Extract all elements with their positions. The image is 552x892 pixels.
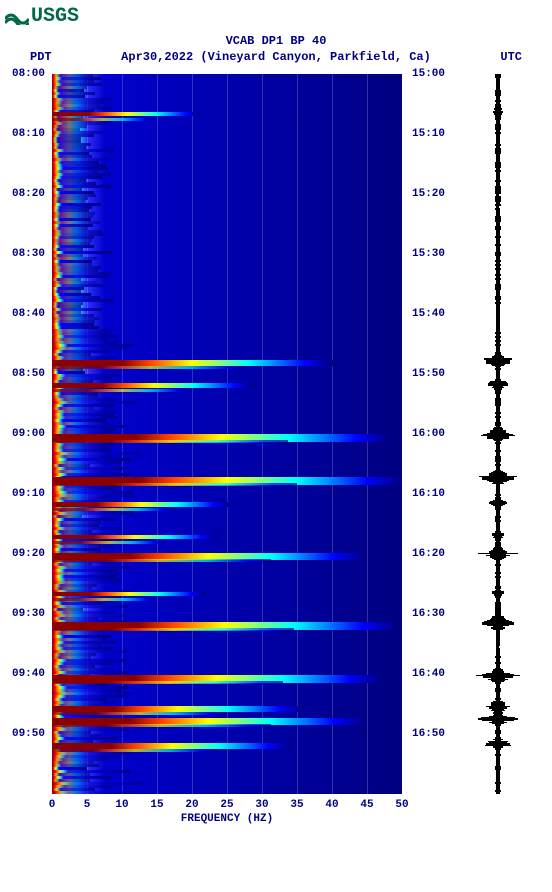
x-tick: 45	[360, 799, 373, 811]
y-left-tick: 09:00	[0, 428, 45, 440]
y-left-tick: 09:10	[0, 488, 45, 500]
x-tick: 50	[395, 799, 408, 811]
x-tick: 5	[84, 799, 91, 811]
spectrogram-event	[52, 535, 218, 539]
x-tick: 25	[220, 799, 233, 811]
seismogram	[455, 74, 545, 794]
seismogram-burst	[495, 724, 500, 726]
date-line: Apr30,2022 (Vineyard Canyon, Parkfield, …	[121, 50, 431, 64]
plot-title: VCAB DP1 BP 40	[0, 33, 552, 50]
x-tick: 30	[255, 799, 268, 811]
y-left-tick: 09:40	[0, 668, 45, 680]
seismogram-burst	[492, 681, 503, 683]
x-tick: 40	[325, 799, 338, 811]
y-right-tick: 15:30	[412, 248, 452, 260]
y-left-tick: 08:40	[0, 308, 45, 320]
y-left-tick: 08:00	[0, 68, 45, 80]
y-right-tick: 16:20	[412, 548, 452, 560]
x-tick: 10	[115, 799, 128, 811]
y-left-tick: 09:20	[0, 548, 45, 560]
plot-area: 08:00 08:10 08:20 08:30 08:40 08:50 09:00 09:10…	[0, 64, 552, 824]
spectrogram-event	[52, 743, 292, 749]
y-left-tick: 08:50	[0, 368, 45, 380]
wave-icon	[5, 9, 29, 25]
spectrogram-event	[52, 383, 255, 388]
x-tick: 20	[185, 799, 198, 811]
y-right-tick: 15:10	[412, 128, 452, 140]
y-right-tick: 15:40	[412, 308, 452, 320]
spectrogram-event	[52, 502, 231, 507]
seismogram-burst	[496, 598, 500, 600]
spectrogram-event	[52, 112, 201, 116]
seismogram-burst	[496, 118, 500, 120]
seismogram-burst	[492, 483, 504, 485]
y-right-tick: 15:00	[412, 68, 452, 80]
seismogram-burst	[495, 366, 502, 368]
seismogram-burst	[494, 440, 502, 442]
y-left-tick: 08:20	[0, 188, 45, 200]
left-timezone: PDT	[30, 50, 52, 64]
y-right-tick: 16:00	[412, 428, 452, 440]
y-right-tick: 16:30	[412, 608, 452, 620]
x-tick: 0	[49, 799, 56, 811]
x-tick: 15	[150, 799, 163, 811]
spectrogram	[52, 74, 402, 794]
seismogram-burst	[495, 389, 500, 391]
header-row: PDT Apr30,2022 (Vineyard Canyon, Parkfie…	[0, 50, 552, 64]
seismogram-burst	[493, 628, 503, 630]
seismogram-burst	[494, 559, 502, 561]
x-tick: 35	[290, 799, 303, 811]
logo-text: USGS	[31, 5, 79, 28]
right-timezone: UTC	[500, 50, 522, 64]
y-left-tick: 08:10	[0, 128, 45, 140]
y-right-tick: 16:40	[412, 668, 452, 680]
y-right-tick: 16:10	[412, 488, 452, 500]
y-left-tick: 09:50	[0, 728, 45, 740]
seismogram-burst	[495, 508, 500, 510]
y-right-tick: 16:50	[412, 728, 452, 740]
y-right-tick: 15:50	[412, 368, 452, 380]
seismogram-burst	[496, 749, 500, 751]
usgs-logo: USGS	[0, 0, 552, 33]
y-left-tick: 08:30	[0, 248, 45, 260]
x-axis-label: FREQUENCY (HZ)	[52, 813, 402, 825]
spectrogram-event	[52, 592, 206, 596]
seismogram-burst	[496, 541, 500, 543]
y-right-tick: 15:20	[412, 188, 452, 200]
y-left-tick: 09:30	[0, 608, 45, 620]
